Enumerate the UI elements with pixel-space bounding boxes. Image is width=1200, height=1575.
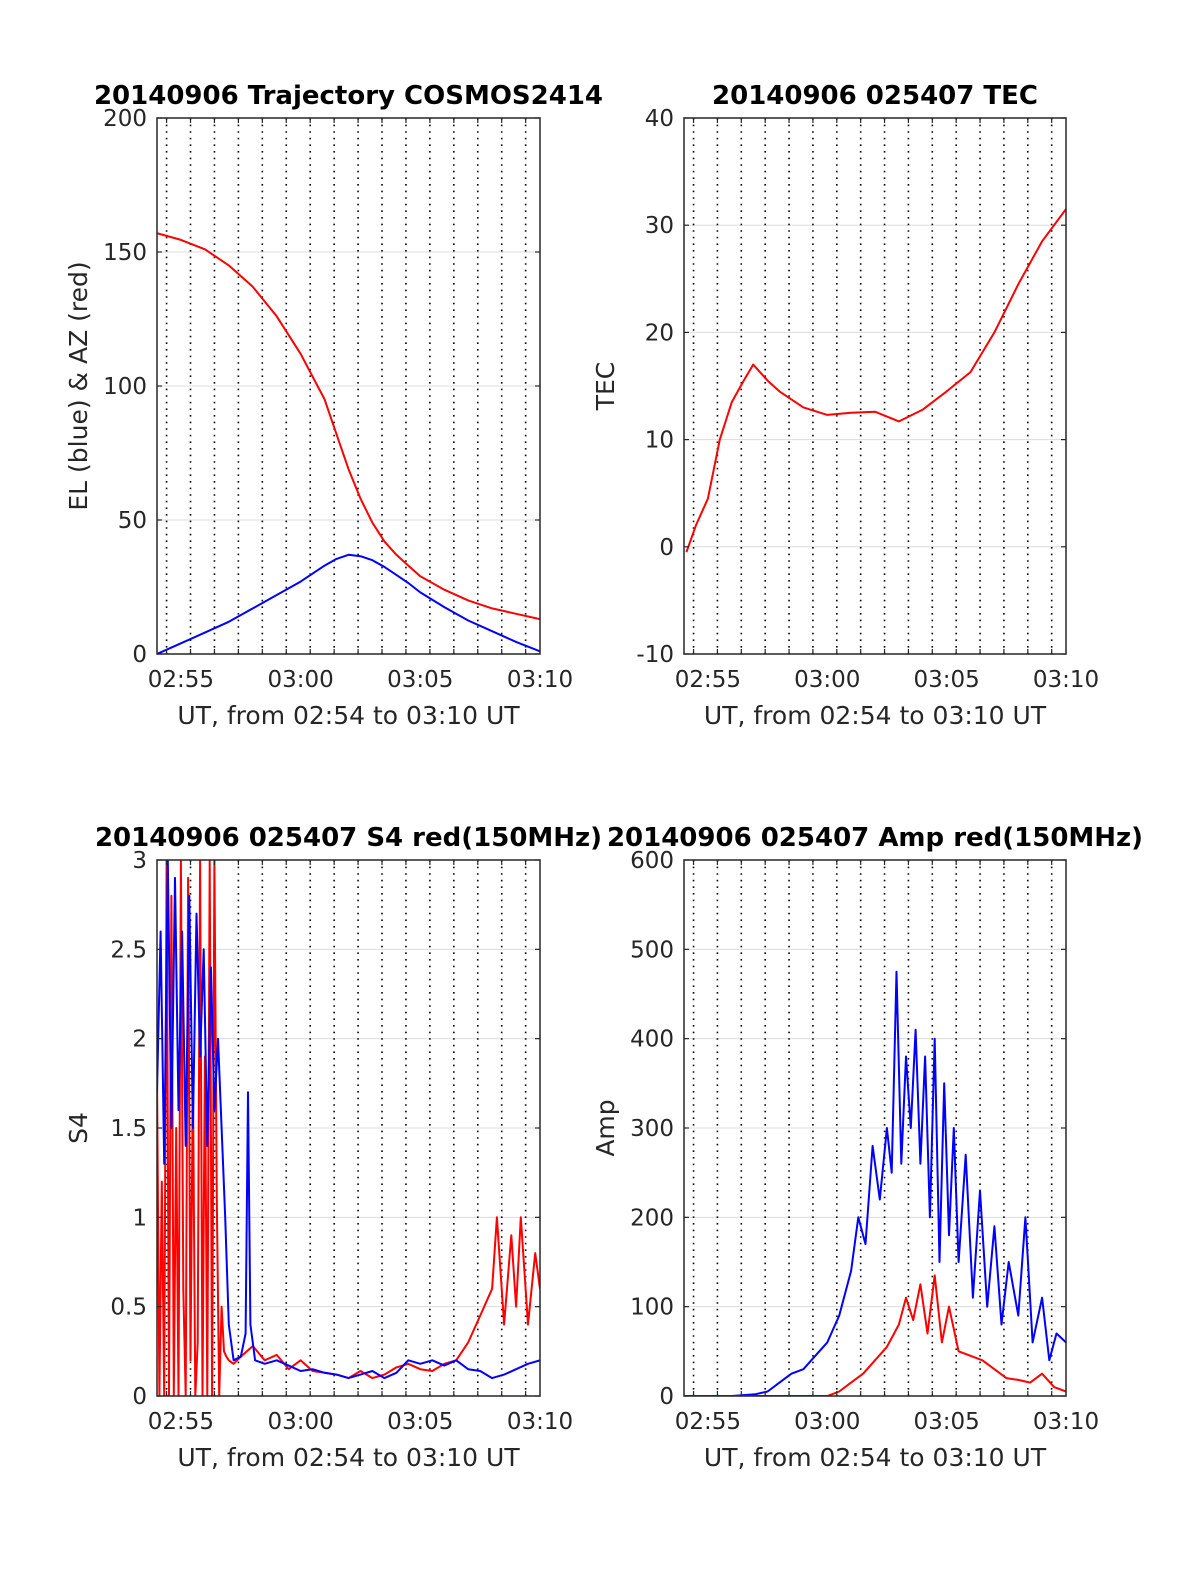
y-tick-label: 150 [103, 240, 147, 266]
series-line-0 [157, 232, 540, 621]
trajectory-panel: 0 50 100 150 200 02:55 03:00 03:05 03:10 UT, from… [64, 81, 603, 730]
chart-title: 20140906 025407 Amp red(150MHz) [607, 823, 1143, 853]
x-tick-label: 03:00 [794, 1409, 860, 1435]
y-tick-label: 100 [630, 1295, 674, 1321]
amp-panel: 0 100 200 300 400 500 600 02:55 03:00 03:05 03:10 U… [591, 823, 1143, 1472]
y-tick-label: 1 [132, 1205, 147, 1231]
y-tick-label: 0 [132, 1384, 147, 1410]
y-tick-label: 2 [132, 1027, 147, 1053]
plot-area [684, 118, 1066, 654]
x-tick-label: 03:10 [1033, 667, 1099, 693]
x-tick-label: 03:00 [794, 667, 860, 693]
x-tick-label: 03:10 [507, 1409, 573, 1435]
x-tick-label: 03:05 [913, 1409, 979, 1435]
y-tick-label: 400 [630, 1027, 674, 1053]
x-tick-label: 02:55 [148, 667, 214, 693]
chart-title: 20140906 Trajectory COSMOS2414 [94, 81, 603, 111]
x-axis-label: UT, from 02:54 to 03:10 UT [704, 701, 1047, 730]
y-tick-label: 50 [118, 508, 147, 534]
series-line-1 [684, 1274, 1066, 1396]
y-axis-label: Amp [591, 1099, 620, 1156]
x-axis-label: UT, from 02:54 to 03:10 UT [704, 1443, 1047, 1472]
x-tick-label: 03:05 [387, 1409, 453, 1435]
x-tick-label: 03:10 [507, 667, 573, 693]
axes-frame [683, 117, 1067, 655]
x-axis-label: UT, from 02:54 to 03:10 UT [177, 1443, 520, 1472]
y-tick-label: -10 [636, 642, 674, 668]
x-tick-label: 02:55 [675, 1409, 741, 1435]
y-tick-label: 0 [659, 535, 674, 561]
y-axis-label: S4 [64, 1112, 93, 1144]
series-line-0 [685, 208, 1066, 553]
series-line-1 [157, 860, 540, 1380]
y-axis-label: TEC [591, 362, 620, 412]
chart-title: 20140906 025407 TEC [712, 81, 1038, 111]
x-tick-label: 03:10 [1033, 1409, 1099, 1435]
y-tick-label: 500 [630, 937, 674, 963]
y-tick-label: 200 [103, 106, 147, 132]
x-tick-label: 03:05 [387, 667, 453, 693]
x-tick-label: 03:05 [913, 667, 979, 693]
x-tick-label: 03:00 [267, 1409, 333, 1435]
x-tick-label: 03:00 [267, 667, 333, 693]
chart-title: 20140906 025407 S4 red(150MHz) [95, 823, 602, 853]
series-line-1 [157, 553, 540, 654]
x-tick-label: 02:55 [675, 667, 741, 693]
y-tick-label: 3 [132, 848, 147, 874]
s4-panel: 0 0.5 1 1.5 2 2.5 3 02:55 03:00 03:05 03:10 UT, fro… [64, 823, 602, 1472]
tec-panel: -10 0 10 20 30 40 02:55 03:00 03:05 03:10 UT, from… [591, 81, 1099, 730]
x-tick-label: 02:55 [148, 1409, 214, 1435]
y-tick-label: 2.5 [110, 937, 147, 963]
y-tick-label: 100 [103, 374, 147, 400]
x-axis-label: UT, from 02:54 to 03:10 UT [177, 701, 520, 730]
y-tick-label: 200 [630, 1205, 674, 1231]
y-tick-label: 0 [659, 1384, 674, 1410]
y-tick-label: 1.5 [110, 1116, 147, 1142]
y-tick-label: 300 [630, 1116, 674, 1142]
y-axis-label: EL (blue) & AZ (red) [64, 261, 93, 510]
y-tick-label: 40 [645, 106, 674, 132]
y-tick-label: 30 [645, 213, 674, 239]
y-tick-label: 10 [645, 428, 674, 454]
y-tick-label: 20 [645, 320, 674, 346]
y-tick-label: 0 [132, 642, 147, 668]
series-line-0 [684, 970, 1066, 1396]
y-tick-label: 600 [630, 848, 674, 874]
y-tick-label: 0.5 [110, 1295, 147, 1321]
